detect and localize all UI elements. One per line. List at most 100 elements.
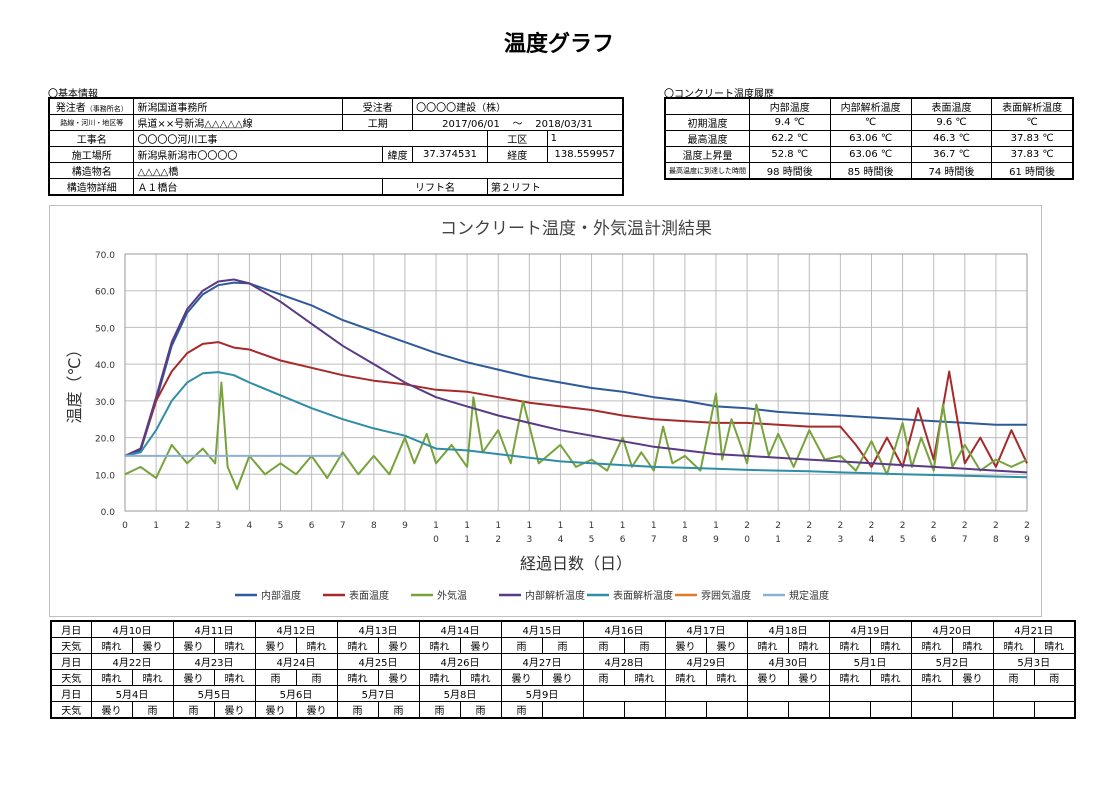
legend-label: 雰囲気温度 — [701, 589, 751, 602]
lat-value: 37.374531 — [412, 146, 488, 163]
detail-value: Ａ１橋台 — [133, 178, 384, 196]
weather-cell: 晴れ — [664, 669, 707, 686]
weather-table: 月日 4月10日 4月11日 4月12日 4月13日 4月14日 4月15日 4月16日 4月1… — [50, 620, 1076, 719]
weather-cell — [705, 701, 748, 719]
weather-cell: 雨 — [992, 669, 1035, 686]
route-value: 県道××号新潟△△△△△線 — [133, 114, 344, 131]
weather-cell: 雨 — [582, 637, 625, 654]
route-label: 路線・河川・地区等 — [48, 114, 135, 131]
weather-cell: 雨 — [295, 669, 338, 686]
weather-cell: 曇り — [213, 701, 256, 719]
temperature-history-table: 内部温度 内部解析温度 表面温度 表面解析温度 初期温度 9.4 ℃ ℃ 9.6… — [664, 97, 1074, 180]
month-label: 月日 — [50, 685, 92, 702]
site-label: 施工場所 — [48, 146, 135, 163]
weather-cell: 曇り — [459, 637, 502, 654]
weather-cell: 曇り — [541, 669, 584, 686]
date-cell: 4月23日 — [172, 653, 256, 670]
weather-cell: 雨 — [500, 701, 543, 719]
weather-cell — [582, 701, 625, 719]
month-label: 月日 — [50, 653, 92, 670]
weather-label: 天気 — [50, 637, 92, 654]
history-cell: 98 時間後 — [749, 162, 831, 180]
date-cell: 4月14日 — [418, 620, 502, 638]
work-label: 工事名 — [48, 130, 135, 147]
weather-cell: 晴れ — [213, 669, 256, 686]
weather-cell: 晴れ — [787, 637, 830, 654]
history-cell: 61 時間後 — [991, 162, 1074, 180]
weather-label: 天気 — [50, 669, 92, 686]
history-row-label: 最高温度に到達した時間 — [664, 162, 750, 180]
history-cell: 36.7 ℃ — [910, 146, 993, 163]
date-cell: 4月29日 — [664, 653, 748, 670]
weather-cell: 晴れ — [213, 637, 256, 654]
lon-value: 138.559957 — [546, 146, 624, 163]
weather-cell: 晴れ — [90, 669, 133, 686]
date-cell — [828, 685, 912, 702]
weather-cell: 曇り — [377, 669, 420, 686]
history-header: 表面解析温度 — [991, 97, 1074, 115]
date-cell — [746, 685, 830, 702]
weather-cell: 晴れ — [131, 669, 174, 686]
date-cell — [992, 685, 1076, 702]
page-title: 温度グラフ — [503, 32, 614, 57]
weather-cell: 雨 — [377, 701, 420, 719]
weather-cell: 晴れ — [992, 637, 1035, 654]
x-tick-label: 3 — [215, 521, 221, 531]
struct-value: △△△△橋 — [133, 162, 624, 179]
history-cell: 37.83 ℃ — [991, 146, 1074, 163]
date-cell — [910, 685, 994, 702]
legend-label: 内部温度 — [261, 589, 301, 602]
history-corner — [664, 97, 750, 115]
date-cell: 4月16日 — [582, 620, 666, 638]
weather-cell: 晴れ — [623, 669, 666, 686]
weather-cell: 晴れ — [869, 669, 912, 686]
contractor-label: 受注者 — [342, 97, 414, 115]
weather-cell: 曇り — [90, 701, 133, 719]
date-cell — [582, 685, 666, 702]
history-cell: ℃ — [991, 114, 1074, 131]
date-cell: 5月3日 — [992, 653, 1076, 670]
chart-title: コンクリート温度・外気温計測結果 — [440, 219, 712, 239]
weather-cell — [746, 701, 789, 719]
history-header: 内部解析温度 — [829, 97, 912, 115]
series-line — [124, 341, 1028, 468]
weather-cell: 晴れ — [418, 669, 461, 686]
x-tick-label: 5 — [278, 521, 284, 531]
weather-cell: 曇り — [787, 669, 830, 686]
contractor-value: 〇〇〇〇建設（株） — [412, 97, 624, 115]
detail-label: 構造物詳細 — [48, 178, 135, 196]
weather-cell: 曇り — [746, 669, 789, 686]
date-cell: 5月1日 — [828, 653, 912, 670]
legend-label: 外気温 — [437, 589, 467, 602]
weather-cell: 晴れ — [418, 637, 461, 654]
month-label: 月日 — [50, 620, 92, 638]
weather-cell — [828, 701, 871, 719]
y-tick-label: 50.0 — [95, 324, 115, 334]
series-line — [124, 371, 1028, 479]
weather-label: 天気 — [50, 701, 92, 719]
weather-cell: 曇り — [664, 637, 707, 654]
weather-cell — [664, 701, 707, 719]
y-tick-label: 60.0 — [95, 288, 115, 298]
weather-cell: 曇り — [172, 637, 215, 654]
ward-value: 1 — [546, 130, 624, 147]
y-tick-label: 40.0 — [95, 361, 115, 371]
weather-cell: 曇り — [500, 669, 543, 686]
history-cell: 9.6 ℃ — [910, 114, 993, 131]
legend-label: 表面温度 — [349, 589, 389, 602]
x-tick-label: 2 — [184, 521, 190, 531]
history-row-label: 温度上昇量 — [664, 146, 750, 163]
